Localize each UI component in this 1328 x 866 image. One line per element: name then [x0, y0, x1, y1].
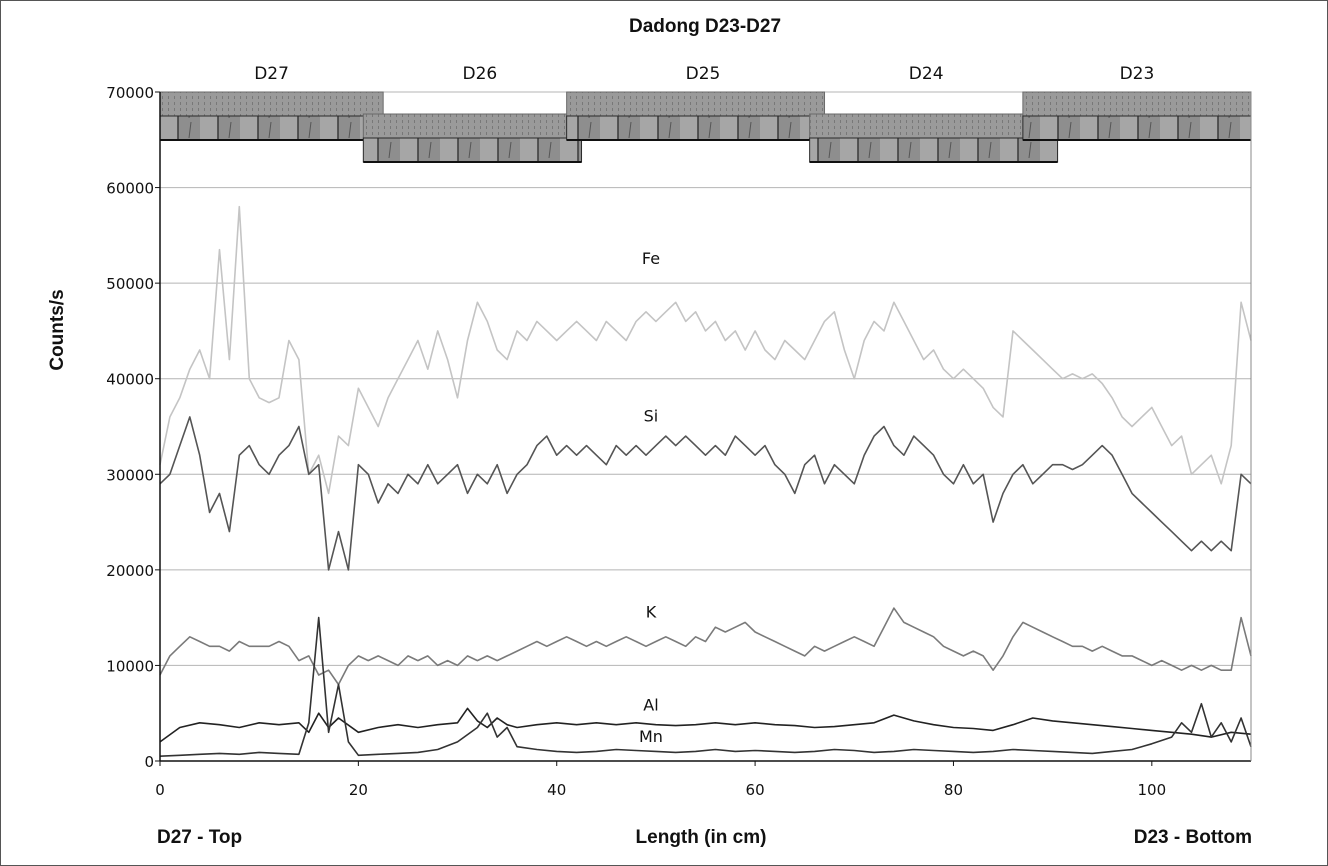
core-strip: [1022, 115, 1252, 141]
y-tick-label: 50000: [106, 275, 154, 293]
series-line-si: [159, 416, 1252, 571]
core-image-d24: [809, 113, 1059, 163]
ruler-strip: [1022, 91, 1252, 117]
series-line-k: [159, 607, 1252, 686]
x-tick-label: 0: [155, 781, 165, 799]
series-line-fe: [159, 205, 1252, 495]
ruler-strip: [362, 113, 583, 139]
core-section-labels: D27 D26 D25 D24 D23: [254, 64, 1154, 84]
y-tick-label: 0: [144, 753, 154, 771]
gridlines: [160, 91, 1251, 666]
core-image-d25: [566, 91, 826, 141]
core-strip: [362, 137, 583, 163]
core-strip: [809, 137, 1059, 163]
section-label-d23: D23: [1120, 64, 1155, 84]
x-tick-label: 60: [746, 781, 765, 799]
series-lines: [159, 205, 1252, 757]
y-tick-label: 10000: [106, 657, 154, 675]
y-tick-label: 70000: [106, 84, 154, 102]
x-tick-label: 20: [349, 781, 368, 799]
core-images: [159, 91, 1252, 163]
series-labels: Fe Si K Al Mn: [639, 249, 663, 746]
x-tick-labels: 0 20 40 60 80 100: [155, 781, 1166, 799]
x-axis-label: Length (in cm): [636, 827, 767, 848]
series-label-k: K: [646, 603, 657, 622]
y-tick-label: 20000: [106, 562, 154, 580]
y-axis-label: Counts/s: [47, 289, 68, 370]
y-tick-label: 30000: [106, 466, 154, 484]
y-tick-label: 60000: [106, 180, 154, 198]
section-label-d25: D25: [686, 64, 721, 84]
ruler-strip: [566, 91, 826, 117]
series-label-si: Si: [644, 407, 659, 426]
x-label-left: D27 - Top: [157, 827, 242, 848]
core-image-d23: [1022, 91, 1252, 141]
x-label-right: D23 - Bottom: [1134, 827, 1252, 848]
ruler-strip: [159, 91, 384, 117]
chart-title: Dadong D23-D27: [629, 16, 781, 37]
x-tick-label: 40: [547, 781, 566, 799]
y-tick-labels: 0 10000 20000 30000 40000 50000 60000 70000: [106, 84, 154, 771]
series-line-al: [159, 707, 1252, 743]
core-image-d27: [159, 91, 384, 141]
series-line-mn: [159, 616, 1252, 757]
section-label-d24: D24: [909, 64, 944, 84]
ruler-strip: [809, 113, 1059, 139]
core-image-d26: [362, 113, 583, 163]
section-label-d26: D26: [462, 64, 497, 84]
section-label-d27: D27: [254, 64, 289, 84]
series-label-fe: Fe: [642, 249, 660, 268]
x-tick-label: 80: [944, 781, 963, 799]
core-strip: [566, 115, 826, 141]
series-label-mn: Mn: [639, 727, 663, 746]
core-strip: [159, 115, 384, 141]
series-label-al: Al: [643, 695, 658, 714]
x-tick-label: 100: [1137, 781, 1166, 799]
y-tick-label: 40000: [106, 371, 154, 389]
axes: [155, 91, 1252, 766]
